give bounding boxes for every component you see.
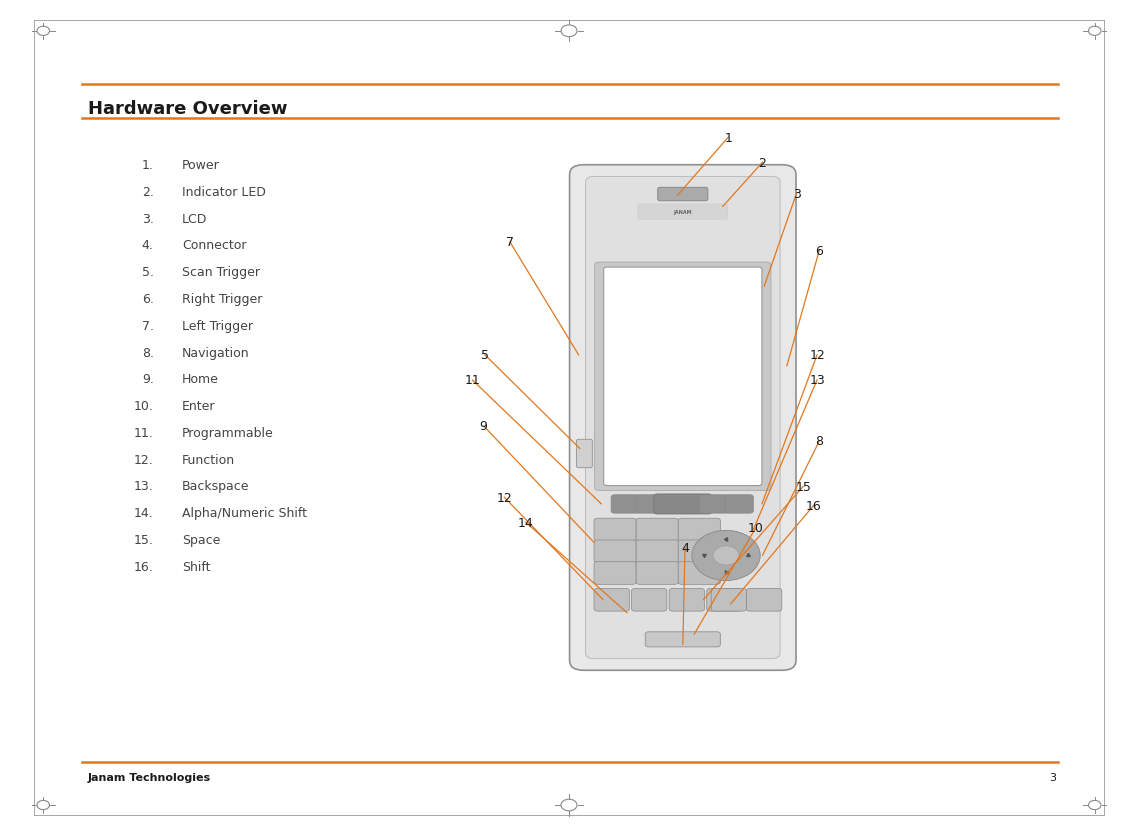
Text: 7.: 7. — [141, 319, 154, 333]
FancyBboxPatch shape — [594, 518, 636, 541]
Text: LCD: LCD — [182, 212, 207, 226]
Text: JANAM: JANAM — [674, 210, 692, 215]
Text: 12: 12 — [496, 491, 512, 504]
Text: 8.: 8. — [141, 346, 154, 359]
Text: Function: Function — [182, 453, 236, 466]
FancyBboxPatch shape — [636, 540, 678, 563]
Text: 4: 4 — [682, 541, 688, 554]
FancyBboxPatch shape — [636, 495, 665, 513]
FancyBboxPatch shape — [747, 589, 782, 611]
Text: Backspace: Backspace — [182, 480, 249, 493]
Text: 15.: 15. — [134, 533, 154, 547]
Text: 12.: 12. — [134, 453, 154, 466]
FancyBboxPatch shape — [678, 562, 720, 584]
Text: 2: 2 — [759, 156, 766, 170]
Text: 1: 1 — [725, 131, 732, 145]
FancyBboxPatch shape — [707, 589, 742, 611]
Text: 11.: 11. — [134, 426, 154, 440]
Text: Janam Technologies: Janam Technologies — [88, 772, 211, 782]
Text: 6.: 6. — [142, 293, 154, 306]
FancyBboxPatch shape — [594, 263, 772, 491]
FancyBboxPatch shape — [636, 518, 678, 541]
FancyBboxPatch shape — [772, 337, 793, 396]
Text: 7: 7 — [505, 236, 514, 249]
FancyBboxPatch shape — [603, 268, 761, 486]
FancyBboxPatch shape — [594, 562, 636, 584]
FancyBboxPatch shape — [576, 440, 592, 468]
FancyBboxPatch shape — [645, 632, 720, 647]
FancyBboxPatch shape — [569, 166, 795, 670]
Text: 3: 3 — [1049, 772, 1056, 782]
Text: 14: 14 — [518, 516, 534, 529]
FancyBboxPatch shape — [611, 495, 640, 513]
Text: 16.: 16. — [134, 560, 154, 573]
FancyBboxPatch shape — [594, 589, 629, 611]
Circle shape — [714, 546, 739, 565]
Text: 8: 8 — [815, 435, 824, 448]
FancyBboxPatch shape — [637, 205, 728, 220]
Text: Right Trigger: Right Trigger — [182, 293, 263, 306]
FancyBboxPatch shape — [669, 589, 704, 611]
Text: Left Trigger: Left Trigger — [182, 319, 253, 333]
Text: Power: Power — [182, 159, 220, 172]
Text: Home: Home — [182, 373, 218, 386]
Text: 2.: 2. — [142, 186, 154, 199]
Text: 13: 13 — [809, 374, 825, 387]
Text: Indicator LED: Indicator LED — [182, 186, 266, 199]
Text: 14.: 14. — [134, 507, 154, 520]
FancyBboxPatch shape — [594, 540, 636, 563]
Text: Alpha/Numeric Shift: Alpha/Numeric Shift — [182, 507, 307, 520]
Text: 13.: 13. — [134, 480, 154, 493]
FancyBboxPatch shape — [636, 562, 678, 584]
Text: 15: 15 — [795, 480, 811, 493]
FancyBboxPatch shape — [725, 495, 753, 513]
FancyBboxPatch shape — [678, 518, 720, 541]
Text: Connector: Connector — [182, 239, 247, 252]
FancyBboxPatch shape — [572, 337, 594, 396]
Text: 4.: 4. — [142, 239, 154, 252]
Text: 11: 11 — [464, 374, 480, 387]
FancyBboxPatch shape — [711, 589, 747, 611]
Circle shape — [692, 531, 760, 581]
Text: 5: 5 — [480, 349, 489, 362]
FancyBboxPatch shape — [700, 495, 728, 513]
Text: 3: 3 — [793, 187, 800, 201]
FancyBboxPatch shape — [585, 177, 781, 659]
Text: 10: 10 — [748, 522, 764, 535]
Text: Scan Trigger: Scan Trigger — [182, 266, 261, 279]
Text: 10.: 10. — [134, 400, 154, 413]
Text: Hardware Overview: Hardware Overview — [88, 100, 287, 119]
Text: Shift: Shift — [182, 560, 211, 573]
FancyBboxPatch shape — [653, 494, 712, 514]
Text: Space: Space — [182, 533, 221, 547]
Text: 5.: 5. — [141, 266, 154, 279]
Text: 9.: 9. — [142, 373, 154, 386]
Text: 3.: 3. — [142, 212, 154, 226]
Text: Programmable: Programmable — [182, 426, 274, 440]
Text: Navigation: Navigation — [182, 346, 249, 359]
Text: 9: 9 — [480, 420, 487, 433]
FancyBboxPatch shape — [632, 589, 667, 611]
FancyBboxPatch shape — [678, 540, 720, 563]
Text: Enter: Enter — [182, 400, 215, 413]
Text: 12: 12 — [809, 349, 825, 362]
Text: 6: 6 — [816, 244, 823, 257]
Text: 1.: 1. — [142, 159, 154, 172]
FancyBboxPatch shape — [658, 188, 708, 201]
Text: 16: 16 — [806, 499, 822, 512]
